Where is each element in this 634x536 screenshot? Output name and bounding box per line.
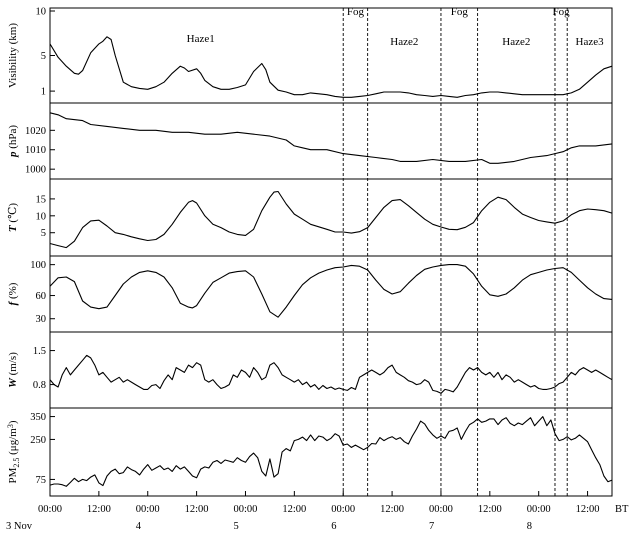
panel-frame-1 xyxy=(49,102,613,180)
y-tick-label: 60 xyxy=(36,291,47,302)
haze3-event-label: Haze3 xyxy=(576,36,605,48)
haze2-event-label: Haze2 xyxy=(390,36,418,48)
series-line-0 xyxy=(49,36,613,98)
y-axis-label-0: Visibility (km) xyxy=(7,23,19,88)
series-line-5 xyxy=(49,416,613,487)
x-tick-label: 00:00 xyxy=(234,504,258,515)
fog-event-label: Fog xyxy=(451,6,469,18)
haze1-event-label: Haze1 xyxy=(187,33,215,45)
y-tick-label: 0.8 xyxy=(33,380,46,391)
x-tick-label: 00:00 xyxy=(429,504,453,515)
x-tick-label: 12:00 xyxy=(576,504,600,515)
y-tick-label: 5 xyxy=(41,228,46,239)
y-axis-label-4: W (m/s) xyxy=(7,352,19,388)
panel-frame-4 xyxy=(49,331,613,409)
panel-frame-3 xyxy=(49,255,613,333)
date-label: 4 xyxy=(136,521,142,532)
date-label: 5 xyxy=(233,521,238,532)
y-tick-label: 10 xyxy=(36,211,47,222)
series-layer xyxy=(49,36,613,487)
y-axis-label-5: PM2.5 (μg/m3) xyxy=(6,420,21,483)
series-line-1 xyxy=(49,112,613,164)
date-label: 3 Nov xyxy=(6,521,33,532)
haze2-event-label: Haze2 xyxy=(502,36,530,48)
x-tick-label: 00:00 xyxy=(331,504,355,515)
date-label: 6 xyxy=(331,521,336,532)
y-tick-label: 1000 xyxy=(25,165,46,176)
y-tick-label: 30 xyxy=(36,314,47,325)
series-line-2 xyxy=(49,190,613,249)
x-tick-label: 12:00 xyxy=(282,504,306,515)
y-tick-label: 10 xyxy=(36,7,47,18)
y-tick-label: 75 xyxy=(36,475,47,486)
x-tick-label: 12:00 xyxy=(380,504,404,515)
y-axis-label-3: f (%) xyxy=(7,282,19,305)
y-tick-label: 1.5 xyxy=(33,346,46,357)
panel-frame-5 xyxy=(49,407,613,497)
label-layer: Haze1 Fog Haze2 Fog Haze2 Fog Haze3 xyxy=(187,6,605,48)
event-layer xyxy=(342,8,568,496)
y-tick-label: 1020 xyxy=(25,126,46,137)
y-tick-label: 350 xyxy=(30,412,46,423)
x-tick-label: 12:00 xyxy=(185,504,209,515)
panel-frame-0 xyxy=(49,7,613,104)
panel-frame-2 xyxy=(49,178,613,257)
y-axis-label-1: p (hPa) xyxy=(7,125,19,158)
series-line-3 xyxy=(49,264,613,318)
fog-event-label: Fog xyxy=(553,6,571,18)
date-label: 7 xyxy=(429,521,434,532)
y-tick-label: 1010 xyxy=(25,145,46,156)
y-tick-label: 1 xyxy=(41,87,46,98)
y-tick-label: 100 xyxy=(30,260,46,271)
fog-event-label: Fog xyxy=(347,6,365,18)
x-axis-unit: BT xyxy=(615,504,629,515)
y-axis-label-2: T (℃) xyxy=(7,203,19,232)
x-tick-label: 00:00 xyxy=(527,504,551,515)
y-tick-label: 250 xyxy=(30,435,46,446)
date-label: 8 xyxy=(527,521,532,532)
y-tick-label: 15 xyxy=(36,194,47,205)
y-tick-label: 5 xyxy=(41,51,46,62)
x-tick-label: 00:00 xyxy=(136,504,160,515)
x-tick-label: 00:00 xyxy=(38,504,62,515)
x-tick-label: 12:00 xyxy=(87,504,111,515)
series-line-4 xyxy=(49,354,613,394)
x-tick-label: 12:00 xyxy=(478,504,502,515)
